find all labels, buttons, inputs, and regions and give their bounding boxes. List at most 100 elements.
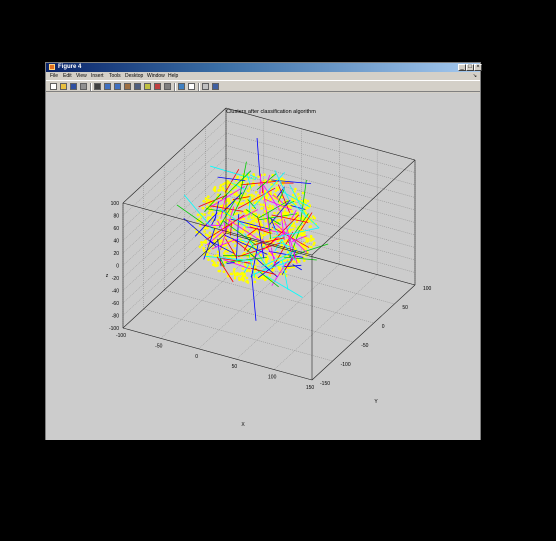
data-point — [259, 203, 262, 206]
y-tick-label: -100 — [341, 362, 351, 368]
dock-arrow-icon[interactable]: ↘ — [472, 73, 477, 79]
cluster-link — [265, 214, 300, 249]
z-tick-label: 80 — [113, 214, 119, 220]
grid-line — [122, 157, 227, 254]
z-tick-label: -80 — [112, 314, 119, 320]
data-point — [213, 225, 217, 229]
figure-canvas[interactable]: -100 -80 -60 -40 -20 0 20 40 60 80 100 -100 -50 0 50 10… — [46, 93, 480, 440]
cluster-link — [223, 259, 251, 270]
cluster-link — [257, 200, 289, 219]
menu-desktop[interactable]: Desktop — [125, 73, 144, 79]
cluster-link — [251, 274, 257, 321]
menu-view[interactable]: View — [76, 73, 87, 79]
data-point — [212, 212, 215, 216]
cluster-link — [217, 220, 226, 237]
menu-help[interactable]: Help — [168, 73, 179, 79]
cluster-link — [217, 176, 246, 182]
data-point — [239, 211, 242, 215]
data-point — [200, 243, 204, 247]
cluster-link — [205, 255, 254, 262]
edit-plot-icon[interactable] — [94, 83, 101, 90]
grid-line — [122, 120, 227, 216]
grid-line — [236, 264, 340, 360]
cluster-link — [271, 231, 294, 270]
zoom-out-icon[interactable] — [114, 83, 121, 90]
data-cursor-icon[interactable] — [144, 83, 151, 90]
data-point — [309, 236, 313, 239]
data-point — [277, 267, 281, 271]
cluster-link — [220, 196, 227, 219]
cluster-link — [232, 183, 249, 216]
data-point — [268, 204, 272, 207]
data-point — [270, 269, 274, 272]
data-point — [253, 217, 257, 221]
zoom-in-icon[interactable] — [104, 83, 111, 90]
cluster-link — [224, 234, 268, 255]
legend-icon[interactable] — [188, 83, 195, 90]
data-point — [264, 219, 267, 223]
title-bar[interactable]: Figure 4 _ □ × — [46, 63, 482, 72]
data-point — [268, 273, 272, 277]
x-axis-label: X — [241, 422, 245, 428]
close-button[interactable]: × — [474, 64, 482, 71]
data-point — [217, 212, 220, 215]
menu-window[interactable]: Window — [147, 73, 165, 79]
cluster-link — [246, 172, 252, 189]
minimize-button[interactable]: _ — [458, 64, 466, 71]
colorbar-icon[interactable] — [178, 83, 185, 90]
cluster-link — [240, 180, 280, 186]
grid-line — [122, 145, 227, 241]
cluster-link — [283, 253, 297, 271]
menu-file[interactable]: File — [50, 73, 59, 79]
new-figure-icon[interactable] — [50, 83, 57, 90]
data-point — [265, 225, 269, 228]
cluster-link — [250, 267, 276, 275]
cluster-link — [224, 169, 240, 193]
cluster-link — [272, 194, 284, 204]
x-tick-label: 50 — [232, 364, 238, 370]
z-tick-label: -100 — [109, 326, 119, 332]
cluster-link — [235, 259, 245, 263]
cluster-link — [268, 251, 304, 258]
grid-line — [164, 289, 354, 343]
data-point — [260, 206, 264, 210]
menu-tools[interactable]: Tools — [109, 73, 121, 79]
save-icon[interactable] — [70, 83, 77, 90]
grid-line — [184, 270, 374, 324]
cluster-link — [292, 264, 302, 271]
brush-icon[interactable] — [154, 83, 161, 90]
cluster-link — [247, 227, 259, 236]
data-point — [245, 223, 249, 227]
grid-line — [225, 120, 416, 173]
data-point — [206, 205, 209, 208]
show-plot-tools-icon[interactable] — [212, 83, 219, 90]
menu-insert[interactable]: Insert — [91, 73, 104, 79]
plot-area[interactable]: -100 -80 -60 -40 -20 0 20 40 60 80 100 -100 -50 0 50 10… — [46, 93, 480, 440]
open-file-icon[interactable] — [60, 83, 67, 90]
data-point — [234, 192, 238, 196]
axes-box-edge — [122, 107, 227, 204]
cluster-link — [271, 179, 312, 185]
data-point — [278, 201, 282, 205]
pan-icon[interactable] — [124, 83, 131, 90]
data-point — [216, 193, 220, 196]
data-point — [286, 258, 289, 262]
data-point — [296, 216, 300, 220]
print-icon[interactable] — [80, 83, 87, 90]
data-point — [221, 186, 225, 190]
data-point — [270, 227, 273, 231]
data-point — [268, 207, 272, 210]
link-plot-icon[interactable] — [164, 83, 171, 90]
data-point — [241, 276, 244, 279]
maximize-button[interactable]: □ — [466, 64, 474, 71]
matlab-figure-icon — [49, 64, 55, 70]
cluster-link — [230, 223, 232, 236]
menu-edit[interactable]: Edit — [63, 73, 72, 79]
rotate-3d-icon[interactable] — [134, 83, 141, 90]
cluster-link — [277, 188, 285, 203]
data-point — [233, 267, 236, 271]
cluster-link — [249, 252, 258, 260]
data-point — [292, 260, 296, 263]
hide-plot-tools-icon[interactable] — [202, 83, 209, 90]
cluster-link — [216, 256, 234, 283]
